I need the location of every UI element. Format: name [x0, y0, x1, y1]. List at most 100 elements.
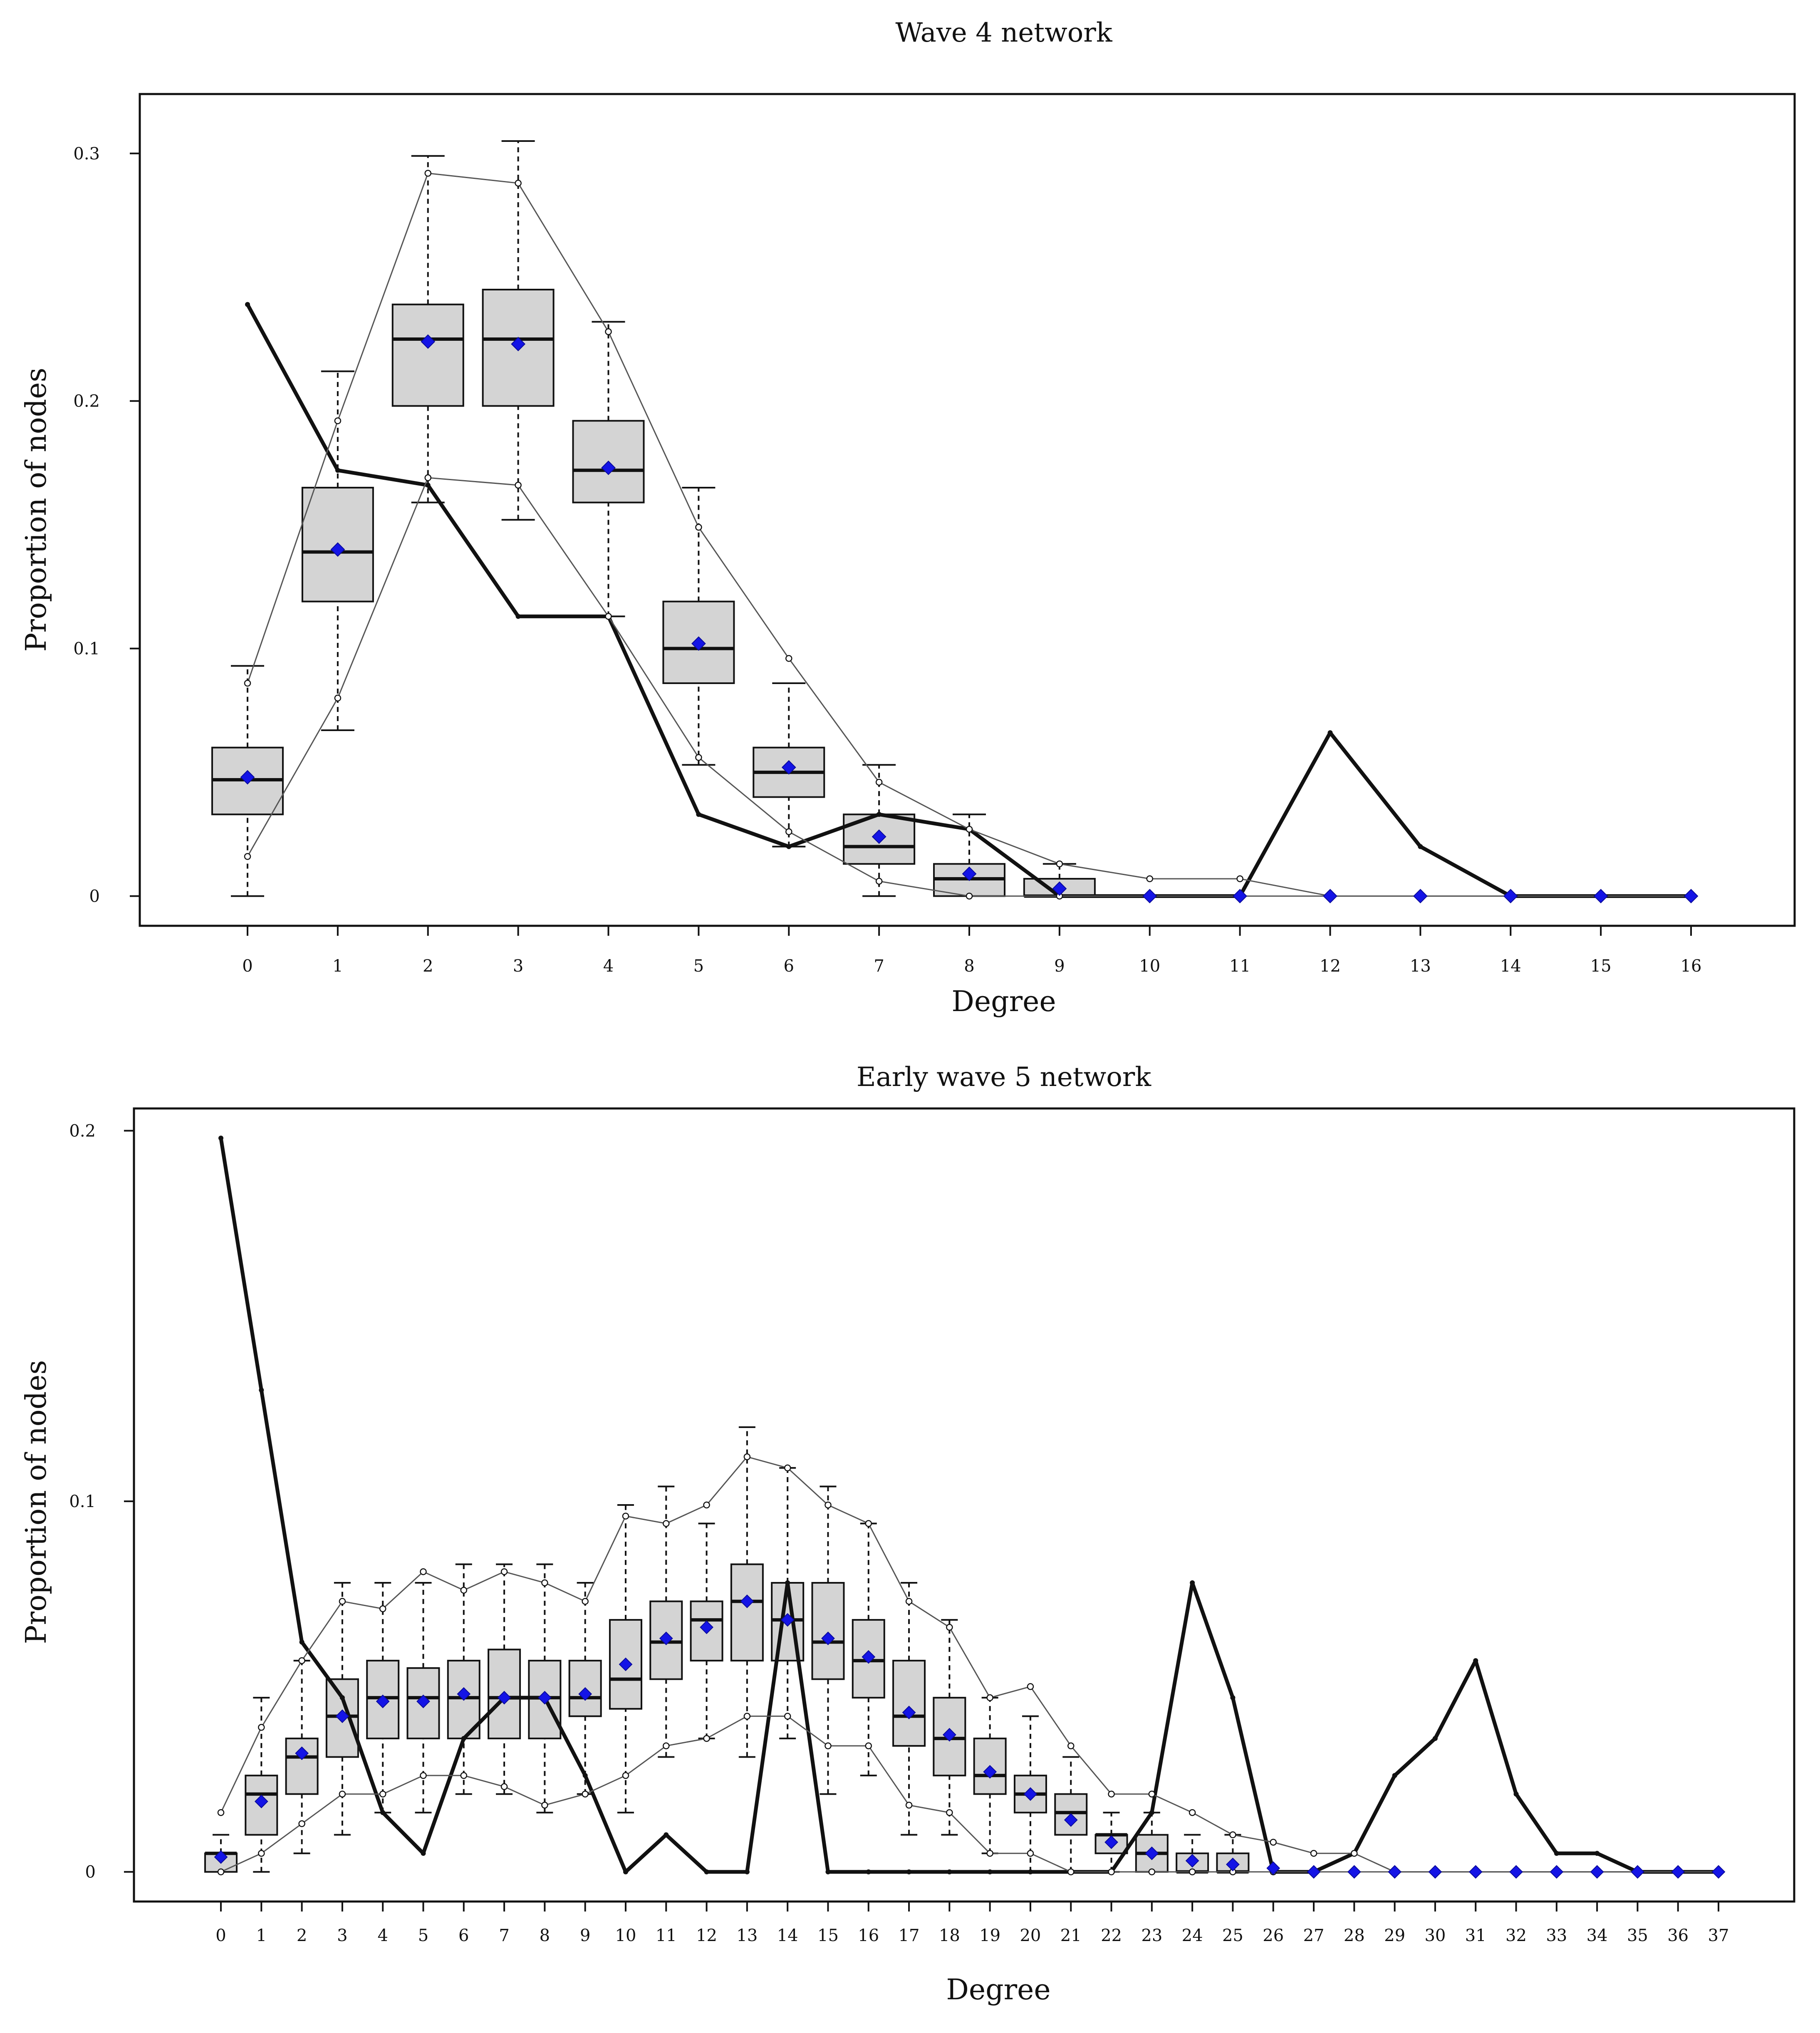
bound-point [946, 1809, 953, 1816]
mean-marker [700, 1620, 713, 1634]
mean-marker [1550, 1865, 1564, 1879]
observed-point [421, 1851, 426, 1856]
x-tick-label: 29 [1384, 1926, 1405, 1945]
x-tick-label: 33 [1546, 1926, 1567, 1945]
bound-point [298, 1820, 305, 1827]
x-tick-label: 11 [1229, 957, 1250, 976]
observed-point [664, 1832, 669, 1837]
bound-point [1189, 1868, 1196, 1875]
bound-point [379, 1605, 386, 1612]
bound-point [1067, 1742, 1075, 1750]
x-axis-title: Degree [946, 1973, 1050, 2006]
x-tick-label: 9 [1054, 957, 1065, 976]
x-tick-label: 10 [1139, 957, 1160, 976]
x-tick-label: 20 [1020, 1926, 1041, 1945]
mean-marker [942, 1728, 956, 1742]
bound-point [541, 1579, 548, 1587]
observed-point [1595, 1851, 1600, 1856]
mean-marker [1323, 889, 1337, 904]
x-tick-label: 8 [964, 957, 974, 976]
mean-marker [295, 1746, 309, 1760]
box [730, 1563, 764, 1662]
mean-marker [619, 1657, 633, 1671]
wave4-panel: Wave 4 network 00.10.20.3 0 1 2 3 4 5 6 7 8 9 10 11… [20, 17, 1796, 1018]
bound-point [1108, 1868, 1115, 1875]
x-tick-label: 23 [1141, 1926, 1162, 1945]
x-tick-label: 4 [603, 957, 614, 976]
x-tick-label: 35 [1627, 1926, 1648, 1945]
mean-marker [740, 1594, 754, 1608]
observed-point [1028, 1869, 1033, 1874]
bound-point [695, 523, 702, 531]
mean-marker [1307, 1865, 1321, 1879]
bound-point [1067, 1868, 1075, 1875]
mean-marker [578, 1687, 592, 1701]
bound-point [825, 1501, 832, 1509]
x-tick-label: 18 [939, 1926, 960, 1945]
x-tick-label: 28 [1344, 1926, 1365, 1945]
x-tick-label: 11 [656, 1926, 677, 1945]
x-tick-label: 2 [297, 1926, 307, 1945]
mean-marker [1671, 1865, 1685, 1879]
mean-marker [1347, 1865, 1361, 1879]
bound-point [500, 1783, 508, 1790]
mean-marker [1590, 1865, 1604, 1879]
y-axis: 0 0.1 0.2 [69, 1121, 134, 1882]
bound-point [905, 1598, 913, 1605]
mean-marker [330, 542, 345, 557]
bound-point [515, 481, 522, 489]
mean-marker [1185, 1854, 1199, 1868]
x-tick-label: 21 [1060, 1926, 1082, 1945]
bound-point [515, 179, 522, 187]
observed-point [1554, 1851, 1559, 1856]
observed-point [1149, 1810, 1154, 1815]
observed-point [245, 302, 250, 307]
x-tick-label: 6 [784, 957, 794, 976]
bound-point [905, 1802, 913, 1809]
x-tick-label: 32 [1506, 1926, 1527, 1945]
x-tick-label: 22 [1101, 1926, 1122, 1945]
observed-point [947, 1869, 952, 1874]
x-tick-label: 17 [899, 1926, 920, 1945]
observed-point [1327, 730, 1333, 735]
bound-point [244, 853, 251, 860]
x-tick-label: 16 [858, 1926, 879, 1945]
bound-point [663, 1520, 670, 1527]
box [391, 303, 464, 407]
mean-marker [1468, 1865, 1483, 1879]
bound-point [1189, 1809, 1196, 1816]
observed-point [1513, 1791, 1519, 1797]
x-tick-label: 10 [615, 1926, 636, 1945]
x-tick-label: 3 [513, 957, 523, 976]
bound-point [825, 1742, 832, 1750]
box [973, 1738, 1007, 1795]
x-tick-label: 6 [458, 1926, 469, 1945]
observed-point [866, 1869, 871, 1874]
bound-point [743, 1453, 751, 1460]
x-tick-label: 31 [1465, 1926, 1486, 1945]
bound-point [1229, 1831, 1236, 1838]
mean-marker [1593, 889, 1608, 904]
box [811, 1582, 845, 1680]
bound-point [1310, 1850, 1317, 1857]
bound-point [420, 1772, 427, 1779]
mean-marker [254, 1795, 268, 1808]
x-tick-label: 36 [1667, 1926, 1689, 1945]
bound-point [460, 1772, 468, 1779]
bound-point [258, 1724, 265, 1731]
y-tick-label: 0.3 [73, 144, 100, 164]
x-tick-label: 1 [332, 957, 343, 976]
observed-point [380, 1810, 386, 1815]
observed-point [515, 614, 521, 619]
x-tick-label: 1 [256, 1926, 267, 1945]
bound-point [986, 1694, 993, 1701]
bound-point [605, 613, 612, 620]
observed-point [259, 1387, 264, 1393]
observed-point [299, 1639, 305, 1645]
y-tick-label: 0.1 [73, 640, 100, 659]
bound-point [582, 1598, 589, 1605]
x-tick-label: 37 [1708, 1926, 1729, 1945]
y-tick-label: 0 [85, 1863, 96, 1882]
observed-point [785, 1580, 790, 1586]
x-tick-label: 12 [1320, 957, 1341, 976]
